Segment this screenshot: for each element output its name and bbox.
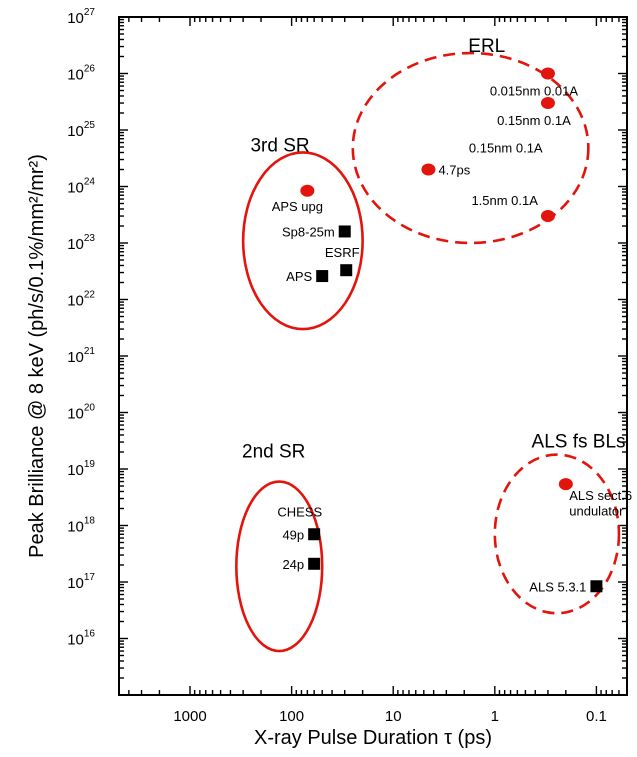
y-tick-label: 1025 <box>67 120 95 140</box>
region-als-fs-bls <box>493 453 621 615</box>
y-tick-label: 1023 <box>67 233 95 253</box>
data-point-label: ESRF <box>325 245 360 260</box>
group-label: 2nd SR <box>242 441 305 462</box>
y-tick-label: 1019 <box>67 459 95 479</box>
group-label: ERL <box>468 36 505 57</box>
annotation-label: CHESS <box>277 504 322 519</box>
data-point-label: Sp8-25m <box>282 224 335 239</box>
y-tick-label: 1021 <box>67 346 95 366</box>
data-point-square <box>308 557 321 570</box>
group-label: 3rd SR <box>250 135 309 156</box>
group-label: ALS fs BLs <box>532 432 626 453</box>
data-point-circle <box>540 97 555 110</box>
annotation-label: ALS sect.6 <box>569 488 632 503</box>
region-erl <box>351 51 590 245</box>
data-point-label: 0.15nm 0.1A <box>497 113 571 128</box>
y-tick-label: 1024 <box>67 177 95 197</box>
x-axis-title: X-ray Pulse Duration τ (ps) <box>254 727 492 749</box>
x-tick-label: 1 <box>491 708 499 725</box>
x-tick-label: 100 <box>279 708 304 725</box>
data-point-label: APS upg <box>272 199 323 214</box>
data-point-circle <box>300 184 315 197</box>
data-point-label: ALS 5.3.1 <box>529 579 586 594</box>
y-tick-label: 1027 <box>67 7 95 27</box>
data-point-label: 49p <box>282 527 304 542</box>
y-tick-label: 1020 <box>67 403 95 423</box>
y-tick-label: 1016 <box>67 629 95 649</box>
data-point-square <box>338 225 351 238</box>
data-point-label: 1.5nm 0.1A <box>471 193 538 208</box>
region-2nd-sr <box>235 480 324 653</box>
y-axis-title: Peak Brilliance @ 8 keV (ph/s/0.1%/mm²/m… <box>26 154 48 558</box>
data-point-circle <box>558 478 573 491</box>
y-tick-label: 1017 <box>67 572 95 592</box>
data-point-label: APS <box>286 269 312 284</box>
x-tick-label: 0.1 <box>586 708 607 725</box>
data-point-square <box>308 528 321 541</box>
y-tick-label: 1018 <box>67 516 95 536</box>
data-point-square <box>590 580 603 593</box>
data-point-square <box>340 264 353 277</box>
data-point-label: 0.015nm 0.01A <box>490 84 579 99</box>
data-point-label: 4.7ps <box>438 162 470 177</box>
region-3rd-sr <box>241 151 364 331</box>
annotation-label: undulator <box>569 504 624 519</box>
y-tick-label: 1022 <box>67 290 95 310</box>
data-point-label: 24p <box>282 557 304 572</box>
x-tick-label: 1000 <box>173 708 206 725</box>
data-point-circle <box>540 210 555 223</box>
x-tick-label: 10 <box>385 708 402 725</box>
annotation-label: 0.15nm 0.1A <box>469 140 543 155</box>
y-tick-label: 1026 <box>67 64 95 84</box>
data-point-square <box>316 270 329 283</box>
data-point-circle <box>421 163 436 176</box>
data-point-circle <box>540 67 555 80</box>
